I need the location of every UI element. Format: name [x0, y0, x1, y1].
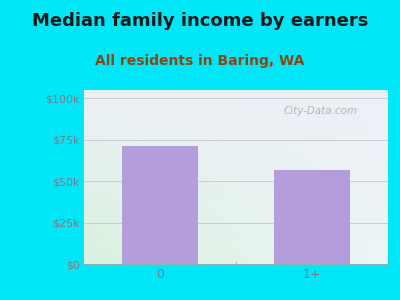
Bar: [122, 146, 198, 264]
Bar: [274, 169, 350, 264]
Text: City-Data.com: City-Data.com: [284, 106, 358, 116]
Text: All residents in Baring, WA: All residents in Baring, WA: [95, 54, 305, 68]
Text: Median family income by earners: Median family income by earners: [32, 12, 368, 30]
